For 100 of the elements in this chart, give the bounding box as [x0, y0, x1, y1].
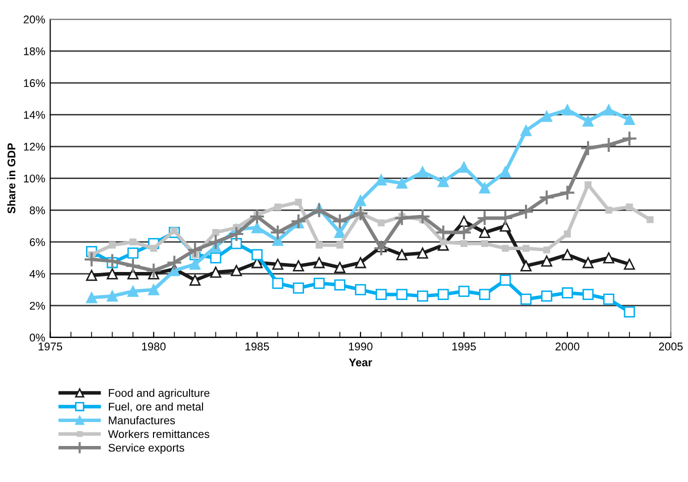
point — [252, 249, 263, 260]
point — [210, 252, 222, 264]
point — [294, 198, 302, 206]
point — [334, 279, 346, 290]
point — [106, 268, 118, 280]
point — [290, 213, 306, 230]
y-tick-label: 14% — [24, 111, 45, 119]
point — [106, 290, 118, 302]
point — [86, 292, 98, 304]
point — [396, 288, 408, 300]
point — [354, 284, 366, 296]
point — [352, 205, 368, 222]
point — [559, 184, 576, 201]
point — [500, 166, 511, 178]
y-tick-label: 16% — [24, 79, 45, 88]
legend-label: Fuel, ore and metal — [108, 402, 203, 412]
point — [582, 288, 594, 300]
point — [129, 238, 136, 246]
point — [543, 246, 550, 254]
y-tick-label: 8% — [30, 206, 45, 214]
legend-label: Food and agriculture — [108, 388, 210, 400]
point — [522, 244, 530, 252]
point — [538, 189, 555, 206]
point — [274, 204, 282, 210]
point — [605, 206, 612, 214]
point — [541, 290, 552, 302]
point — [562, 104, 573, 116]
point — [316, 242, 323, 249]
point — [582, 116, 594, 127]
point — [212, 228, 220, 236]
point — [230, 238, 242, 250]
x-axis-title: Year — [348, 358, 372, 366]
y-tick-label: 6% — [30, 238, 45, 246]
point — [564, 230, 571, 238]
point — [624, 306, 635, 318]
point — [458, 162, 470, 173]
point — [354, 195, 366, 206]
point — [148, 284, 160, 296]
point — [584, 181, 592, 188]
point — [626, 204, 633, 210]
point — [624, 114, 635, 126]
point — [603, 294, 614, 305]
point — [189, 274, 201, 286]
point — [249, 208, 266, 225]
legend-label: Manufactures — [108, 416, 175, 424]
point — [394, 210, 410, 226]
point — [210, 266, 222, 278]
point — [272, 258, 284, 270]
point — [336, 242, 344, 249]
point — [311, 202, 328, 218]
point — [562, 249, 573, 260]
point — [417, 166, 428, 178]
point — [438, 176, 449, 188]
x-tick-label: 1980 — [142, 342, 166, 350]
point — [541, 255, 552, 267]
y-axis-title: Share in GDP — [7, 143, 16, 214]
point — [272, 278, 284, 289]
y-tick-label: 20% — [24, 16, 45, 24]
point — [228, 226, 244, 242]
point — [208, 234, 224, 250]
point — [230, 265, 242, 276]
point — [187, 242, 204, 258]
point — [378, 219, 385, 226]
point — [396, 249, 408, 260]
point — [520, 125, 532, 136]
point — [86, 270, 98, 281]
point — [582, 257, 594, 268]
point — [314, 278, 325, 289]
y-tick-label: 0% — [30, 334, 45, 342]
legend-label: Service exports — [108, 444, 184, 454]
point — [84, 251, 100, 268]
x-tick-label: 1990 — [349, 342, 372, 350]
y-tick-label: 2% — [30, 302, 45, 310]
point — [417, 290, 428, 302]
point — [396, 178, 408, 189]
point — [150, 244, 158, 252]
point — [270, 224, 286, 240]
point — [580, 140, 596, 156]
point — [603, 252, 614, 264]
point — [292, 282, 304, 294]
x-tick-label: 1995 — [452, 342, 476, 350]
point — [520, 294, 532, 305]
y-tick-label: 4% — [30, 270, 45, 278]
x-tick-label: 1975 — [38, 342, 62, 350]
point — [603, 104, 614, 116]
point — [146, 262, 162, 279]
x-tick-label: 2000 — [556, 342, 580, 350]
point — [252, 222, 263, 234]
point — [460, 240, 468, 248]
point — [502, 244, 509, 252]
point — [440, 238, 447, 246]
point — [373, 240, 390, 256]
x-tick-label: 1985 — [246, 342, 269, 350]
point — [438, 288, 449, 300]
point — [520, 260, 532, 272]
point — [376, 288, 387, 300]
point — [104, 253, 120, 270]
point — [354, 257, 366, 268]
y-tick-label: 18% — [24, 47, 45, 56]
point — [479, 226, 490, 238]
